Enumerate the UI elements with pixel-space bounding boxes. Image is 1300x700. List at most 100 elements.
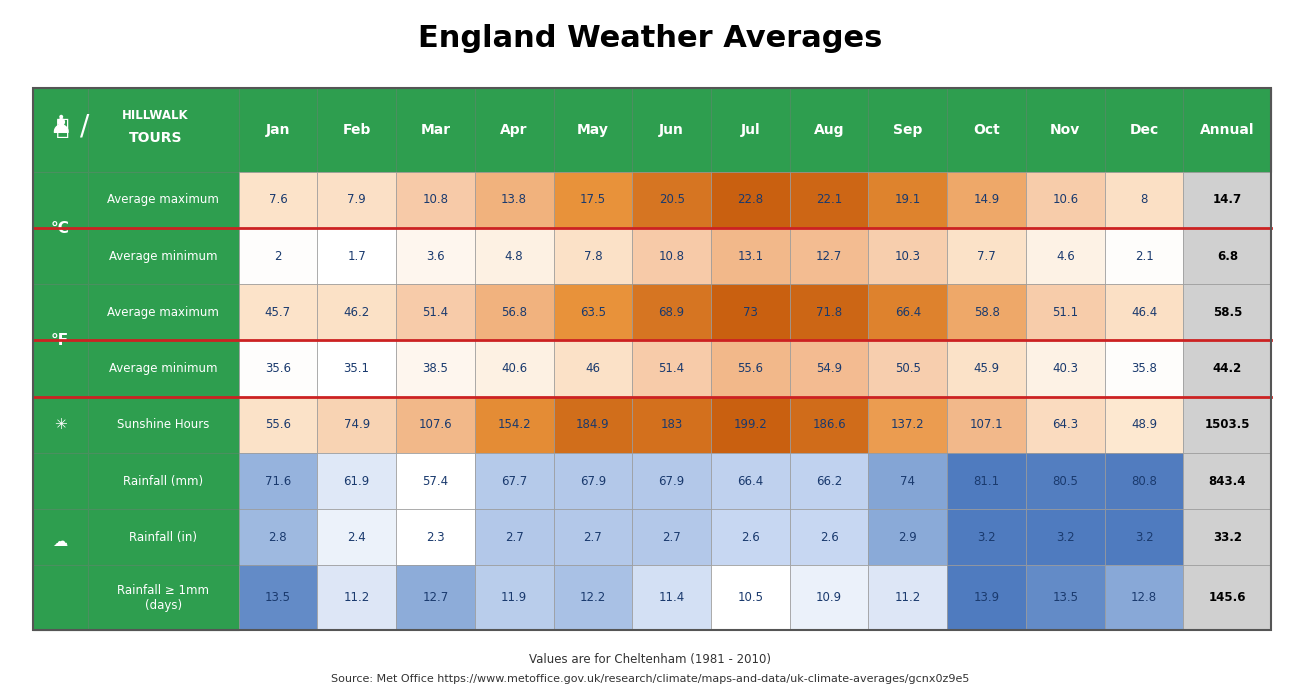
Text: /: / xyxy=(81,112,90,140)
FancyBboxPatch shape xyxy=(948,453,1026,509)
Text: 71.6: 71.6 xyxy=(265,475,291,487)
FancyBboxPatch shape xyxy=(1105,566,1183,630)
FancyBboxPatch shape xyxy=(87,88,238,172)
FancyBboxPatch shape xyxy=(1105,509,1183,566)
FancyBboxPatch shape xyxy=(948,566,1026,630)
FancyBboxPatch shape xyxy=(554,172,632,228)
FancyBboxPatch shape xyxy=(554,228,632,284)
FancyBboxPatch shape xyxy=(396,453,474,509)
FancyBboxPatch shape xyxy=(711,340,790,397)
Text: 2.1: 2.1 xyxy=(1135,250,1153,262)
Text: 64.3: 64.3 xyxy=(1052,419,1079,431)
Text: Average minimum: Average minimum xyxy=(109,362,217,375)
Text: Dec: Dec xyxy=(1130,122,1158,136)
Text: 35.8: 35.8 xyxy=(1131,362,1157,375)
Text: Average minimum: Average minimum xyxy=(109,250,217,262)
FancyBboxPatch shape xyxy=(554,453,632,509)
Text: 183: 183 xyxy=(660,419,682,431)
Text: 71.8: 71.8 xyxy=(816,306,842,319)
Text: Aug: Aug xyxy=(814,122,845,136)
Text: 67.9: 67.9 xyxy=(580,475,606,487)
Text: 66.4: 66.4 xyxy=(894,306,920,319)
FancyBboxPatch shape xyxy=(317,172,396,228)
FancyBboxPatch shape xyxy=(32,284,87,340)
FancyBboxPatch shape xyxy=(474,566,554,630)
Text: 7.8: 7.8 xyxy=(584,250,602,262)
Text: 107.6: 107.6 xyxy=(419,419,452,431)
FancyBboxPatch shape xyxy=(711,172,790,228)
Text: 14.9: 14.9 xyxy=(974,193,1000,206)
FancyBboxPatch shape xyxy=(632,88,711,172)
FancyBboxPatch shape xyxy=(474,340,554,397)
Text: 51.1: 51.1 xyxy=(1052,306,1079,319)
Text: May: May xyxy=(577,122,608,136)
FancyBboxPatch shape xyxy=(790,340,868,397)
Text: 51.4: 51.4 xyxy=(422,306,448,319)
Text: 74: 74 xyxy=(901,475,915,487)
Text: 3.6: 3.6 xyxy=(426,250,445,262)
Text: 3.2: 3.2 xyxy=(1135,531,1153,544)
FancyBboxPatch shape xyxy=(632,453,711,509)
FancyBboxPatch shape xyxy=(554,284,632,340)
Text: 45.7: 45.7 xyxy=(265,306,291,319)
FancyBboxPatch shape xyxy=(554,88,632,172)
FancyBboxPatch shape xyxy=(1183,284,1271,340)
Text: Feb: Feb xyxy=(342,122,370,136)
FancyBboxPatch shape xyxy=(632,397,711,453)
FancyBboxPatch shape xyxy=(396,566,474,630)
FancyBboxPatch shape xyxy=(396,284,474,340)
FancyBboxPatch shape xyxy=(317,284,396,340)
Text: 4.8: 4.8 xyxy=(504,250,524,262)
Text: Jan: Jan xyxy=(265,122,290,136)
Text: 184.9: 184.9 xyxy=(576,419,610,431)
FancyBboxPatch shape xyxy=(317,509,396,566)
Text: HILLWALK: HILLWALK xyxy=(122,109,188,122)
Text: 74.9: 74.9 xyxy=(343,419,369,431)
FancyBboxPatch shape xyxy=(790,566,868,630)
Text: 7.7: 7.7 xyxy=(978,250,996,262)
Text: 58.5: 58.5 xyxy=(1213,306,1242,319)
Text: 2.7: 2.7 xyxy=(584,531,602,544)
Text: 22.1: 22.1 xyxy=(816,193,842,206)
Text: 13.5: 13.5 xyxy=(1053,592,1079,604)
Text: 80.8: 80.8 xyxy=(1131,475,1157,487)
Text: 20.5: 20.5 xyxy=(659,193,685,206)
FancyBboxPatch shape xyxy=(948,340,1026,397)
Text: 2.9: 2.9 xyxy=(898,531,918,544)
Text: °C: °C xyxy=(51,220,69,235)
FancyBboxPatch shape xyxy=(396,340,474,397)
FancyBboxPatch shape xyxy=(868,453,948,509)
Text: 186.6: 186.6 xyxy=(812,419,846,431)
FancyBboxPatch shape xyxy=(238,566,317,630)
FancyBboxPatch shape xyxy=(632,284,711,340)
FancyBboxPatch shape xyxy=(474,509,554,566)
FancyBboxPatch shape xyxy=(1183,453,1271,509)
Text: England Weather Averages: England Weather Averages xyxy=(417,24,883,53)
Text: 11.9: 11.9 xyxy=(500,592,528,604)
FancyBboxPatch shape xyxy=(948,284,1026,340)
Text: 2.7: 2.7 xyxy=(504,531,524,544)
Text: 10.6: 10.6 xyxy=(1052,193,1079,206)
FancyBboxPatch shape xyxy=(711,88,790,172)
Text: 2.6: 2.6 xyxy=(820,531,838,544)
Text: 2.8: 2.8 xyxy=(269,531,287,544)
FancyBboxPatch shape xyxy=(868,284,948,340)
Text: Average maximum: Average maximum xyxy=(107,193,218,206)
Text: 11.2: 11.2 xyxy=(343,592,369,604)
FancyBboxPatch shape xyxy=(948,172,1026,228)
FancyBboxPatch shape xyxy=(238,88,317,172)
FancyBboxPatch shape xyxy=(868,88,948,172)
FancyBboxPatch shape xyxy=(1026,284,1105,340)
FancyBboxPatch shape xyxy=(87,397,238,453)
Text: Jul: Jul xyxy=(741,122,760,136)
Text: 2.7: 2.7 xyxy=(662,531,681,544)
Text: 73: 73 xyxy=(742,306,758,319)
FancyBboxPatch shape xyxy=(632,172,711,228)
FancyBboxPatch shape xyxy=(1026,228,1105,284)
FancyBboxPatch shape xyxy=(32,566,87,630)
Text: 67.7: 67.7 xyxy=(500,475,528,487)
Text: 66.2: 66.2 xyxy=(816,475,842,487)
FancyBboxPatch shape xyxy=(790,172,868,228)
FancyBboxPatch shape xyxy=(1105,172,1183,228)
Text: 107.1: 107.1 xyxy=(970,419,1004,431)
